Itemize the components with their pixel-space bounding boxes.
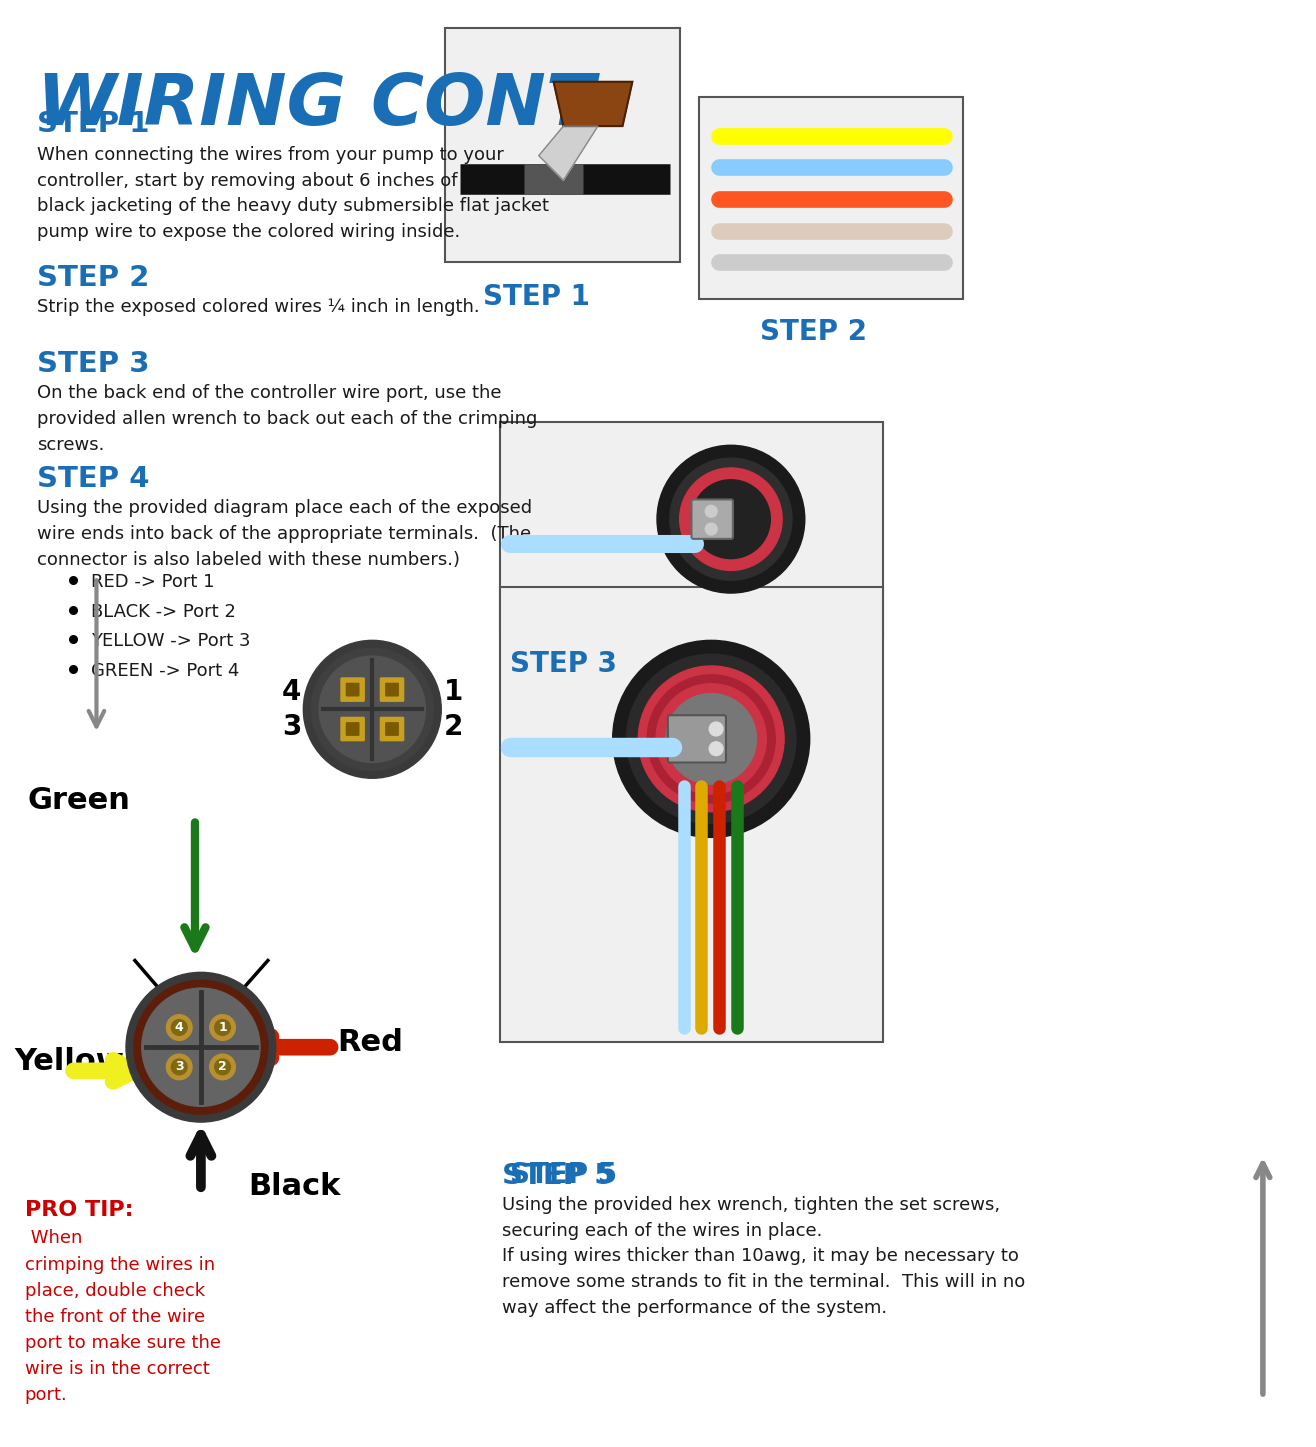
- Text: STEP 1: STEP 1: [483, 282, 590, 311]
- Text: 1: 1: [218, 1022, 226, 1035]
- Text: RED -> Port 1: RED -> Port 1: [91, 573, 215, 592]
- Circle shape: [318, 655, 425, 763]
- FancyBboxPatch shape: [699, 97, 963, 298]
- FancyBboxPatch shape: [380, 677, 404, 702]
- Text: Strip the exposed colored wires ¼ inch in length.: Strip the exposed colored wires ¼ inch i…: [37, 298, 480, 315]
- Circle shape: [142, 988, 261, 1107]
- Circle shape: [657, 683, 766, 794]
- Circle shape: [691, 480, 770, 559]
- FancyBboxPatch shape: [667, 715, 726, 763]
- Text: Using the provided diagram place each of the exposed
wire ends into back of the : Using the provided diagram place each of…: [37, 499, 533, 569]
- FancyBboxPatch shape: [386, 683, 399, 696]
- FancyBboxPatch shape: [341, 677, 365, 702]
- Text: 3: 3: [282, 713, 301, 741]
- Text: STEP 1: STEP 1: [37, 110, 150, 139]
- FancyBboxPatch shape: [445, 27, 679, 262]
- Circle shape: [126, 972, 276, 1121]
- Circle shape: [638, 666, 784, 812]
- Circle shape: [679, 467, 782, 570]
- Text: Yellow: Yellow: [14, 1048, 125, 1077]
- Text: STEP 5: STEP 5: [503, 1162, 615, 1191]
- Circle shape: [709, 722, 722, 737]
- Text: PRO TIP:: PRO TIP:: [25, 1200, 133, 1220]
- Text: STEP 5: STEP 5: [511, 1160, 617, 1188]
- Text: When connecting the wires from your pump to your
controller, start by removing a: When connecting the wires from your pump…: [37, 146, 549, 240]
- Text: 2: 2: [443, 713, 463, 741]
- Circle shape: [304, 641, 441, 778]
- Circle shape: [171, 1059, 187, 1075]
- Circle shape: [626, 654, 796, 823]
- Text: 2: 2: [218, 1061, 226, 1074]
- Circle shape: [166, 1053, 192, 1079]
- Text: When
crimping the wires in
place, double check
the front of the wire
port to mak: When crimping the wires in place, double…: [25, 1230, 221, 1404]
- Circle shape: [670, 459, 792, 580]
- Text: Red: Red: [337, 1029, 403, 1058]
- Text: Black: Black: [249, 1172, 341, 1201]
- FancyBboxPatch shape: [500, 587, 883, 1042]
- Text: STEP 2: STEP 2: [37, 263, 150, 292]
- FancyBboxPatch shape: [691, 499, 733, 538]
- Circle shape: [657, 446, 805, 593]
- FancyBboxPatch shape: [380, 716, 404, 741]
- Text: BLACK -> Port 2: BLACK -> Port 2: [91, 603, 236, 621]
- FancyBboxPatch shape: [341, 716, 365, 741]
- Circle shape: [666, 693, 757, 784]
- Text: STEP 3: STEP 3: [511, 650, 617, 679]
- Circle shape: [166, 1014, 192, 1040]
- FancyBboxPatch shape: [346, 683, 359, 696]
- Circle shape: [311, 648, 433, 770]
- Text: 1: 1: [443, 677, 463, 706]
- Circle shape: [134, 980, 268, 1114]
- FancyBboxPatch shape: [386, 722, 399, 737]
- Circle shape: [209, 1053, 236, 1079]
- Text: YELLOW -> Port 3: YELLOW -> Port 3: [91, 632, 250, 651]
- Polygon shape: [538, 126, 597, 181]
- Text: STEP 4: STEP 4: [37, 464, 150, 493]
- Circle shape: [215, 1059, 230, 1075]
- Text: GREEN -> Port 4: GREEN -> Port 4: [91, 663, 240, 680]
- Text: On the back end of the controller wire port, use the
provided allen wrench to ba: On the back end of the controller wire p…: [37, 385, 538, 453]
- Text: WIRING CONT.: WIRING CONT.: [37, 71, 611, 140]
- Circle shape: [215, 1020, 230, 1036]
- Text: 3: 3: [175, 1061, 183, 1074]
- Circle shape: [705, 524, 717, 535]
- Circle shape: [647, 674, 775, 803]
- Text: 4: 4: [175, 1022, 184, 1035]
- Text: Using the provided hex wrench, tighten the set screws,
securing each of the wire: Using the provided hex wrench, tighten t…: [503, 1197, 1025, 1317]
- FancyBboxPatch shape: [346, 722, 359, 737]
- Text: 4: 4: [282, 677, 301, 706]
- Circle shape: [709, 742, 722, 755]
- Circle shape: [209, 1014, 236, 1040]
- Text: STEP 3: STEP 3: [37, 350, 150, 378]
- Circle shape: [171, 1020, 187, 1036]
- Circle shape: [705, 505, 717, 517]
- Polygon shape: [554, 82, 633, 126]
- Text: STEP 2: STEP 2: [761, 318, 867, 346]
- Text: Green: Green: [28, 786, 130, 815]
- FancyBboxPatch shape: [500, 421, 883, 637]
- Circle shape: [613, 641, 809, 838]
